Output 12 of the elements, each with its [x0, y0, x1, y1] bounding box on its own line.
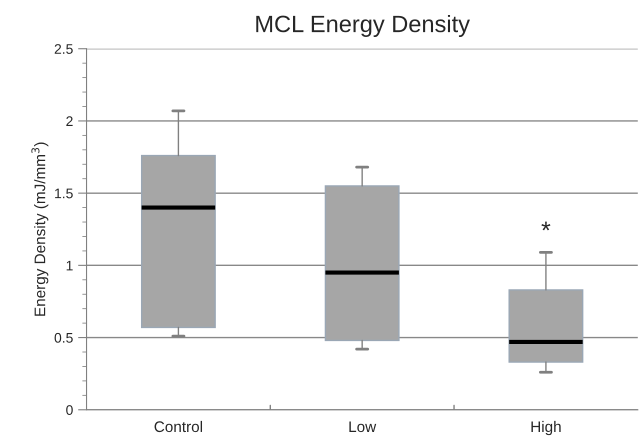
- y-axis-title: Energy Density (mJ/mm$^{3}$): [31, 142, 48, 316]
- x-tick-label: Low: [349, 421, 376, 432]
- y-tick-label: 1: [66, 260, 73, 270]
- y-tick-label: 0.5: [54, 332, 73, 343]
- y-tick-label: 2: [66, 116, 73, 126]
- y-tick-label: 1.5: [55, 188, 73, 198]
- y-tick-label: 2.5: [54, 44, 73, 54]
- y-tick-label: 0: [66, 405, 73, 415]
- x-tick-label: High: [531, 420, 561, 436]
- chart-title: MCL Energy Density: [256, 14, 470, 37]
- x-tick-label: Control: [154, 420, 202, 432]
- annotation: *: [541, 222, 550, 230]
